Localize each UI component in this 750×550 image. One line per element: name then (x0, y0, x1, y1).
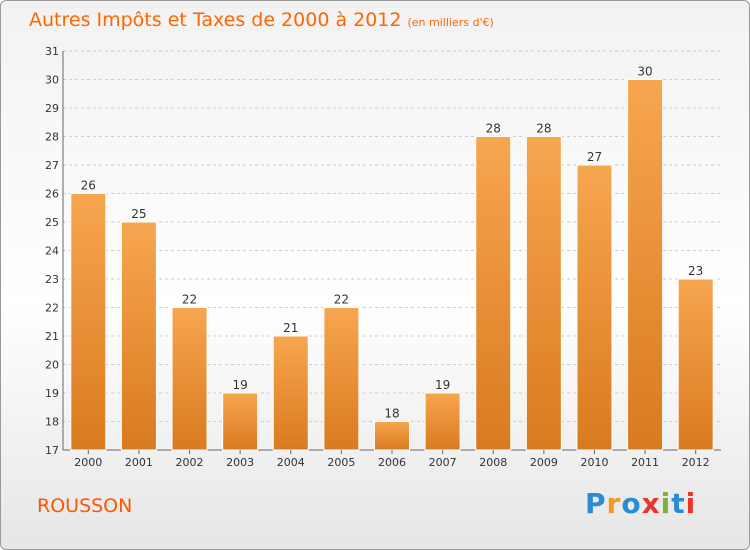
bar-2004 (272, 335, 309, 451)
bar-2001 (120, 221, 157, 451)
y-tick-label: 27 (45, 159, 59, 172)
bar-2008 (475, 136, 512, 451)
data-label: 22 (182, 293, 197, 307)
logo-letter: i (660, 487, 672, 520)
bar-2010 (576, 164, 613, 451)
x-tick-label: 2009 (530, 456, 558, 469)
proxiti-logo: Proxiti (585, 487, 696, 520)
y-tick-label: 23 (45, 273, 59, 286)
data-label: 30 (637, 65, 652, 79)
commune-name: ROUSSON (37, 495, 133, 517)
y-tick-label: 22 (45, 302, 59, 315)
logo-letter: P (585, 487, 607, 520)
logo-letter: r (606, 487, 622, 520)
data-label: 19 (233, 378, 248, 392)
data-label: 22 (334, 293, 349, 307)
chart-unit: (en milliers d'€) (407, 16, 494, 29)
x-tick-label: 2006 (378, 456, 406, 469)
data-label: 23 (688, 264, 703, 278)
x-tick-label: 2001 (125, 456, 153, 469)
bar-2002 (171, 307, 208, 451)
y-tick-label: 30 (45, 74, 59, 87)
logo-letter: t (671, 487, 686, 520)
y-tick-label: 26 (45, 188, 59, 201)
y-tick-label: 28 (45, 131, 59, 144)
y-tick-label: 29 (45, 102, 59, 115)
y-tick-label: 17 (45, 444, 59, 457)
data-label: 25 (131, 207, 146, 221)
data-label: 28 (486, 122, 501, 136)
data-label: 18 (384, 407, 399, 421)
bar-2009 (525, 136, 562, 451)
y-tick-label: 18 (45, 416, 59, 429)
logo-letter: i (685, 487, 697, 520)
y-tick-label: 20 (45, 359, 59, 372)
bar-2003 (222, 392, 259, 451)
x-tick-label: 2003 (226, 456, 254, 469)
x-tick-label: 2010 (580, 456, 608, 469)
data-label: 19 (435, 378, 450, 392)
bar-2012 (677, 278, 714, 451)
data-label: 26 (81, 179, 96, 193)
bar-2007 (424, 392, 461, 451)
chart-title-text: Autres Impôts et Taxes de 2000 à 2012 (29, 9, 402, 31)
data-label: 28 (536, 122, 551, 136)
y-tick-label: 19 (45, 387, 59, 400)
y-tick-label: 25 (45, 216, 59, 229)
logo-letter: x (641, 487, 661, 520)
y-tick-label: 24 (45, 245, 59, 258)
data-label: 21 (283, 321, 298, 335)
x-tick-label: 2007 (429, 456, 457, 469)
x-tick-label: 2012 (682, 456, 710, 469)
x-tick-label: 2002 (176, 456, 204, 469)
x-tick-label: 2000 (74, 456, 102, 469)
chart-title: Autres Impôts et Taxes de 2000 à 2012 (en… (29, 9, 494, 31)
bar-2000 (70, 193, 107, 451)
bar-2005 (323, 307, 360, 451)
data-label: 27 (587, 150, 602, 164)
x-tick-label: 2004 (277, 456, 305, 469)
y-tick-label: 31 (45, 45, 59, 58)
y-tick-label: 21 (45, 330, 59, 343)
x-tick-label: 2011 (631, 456, 659, 469)
x-tick-label: 2005 (327, 456, 355, 469)
x-tick-label: 2008 (479, 456, 507, 469)
bar-2011 (627, 79, 664, 451)
bar-2006 (374, 421, 410, 451)
logo-letter: o (621, 487, 642, 520)
